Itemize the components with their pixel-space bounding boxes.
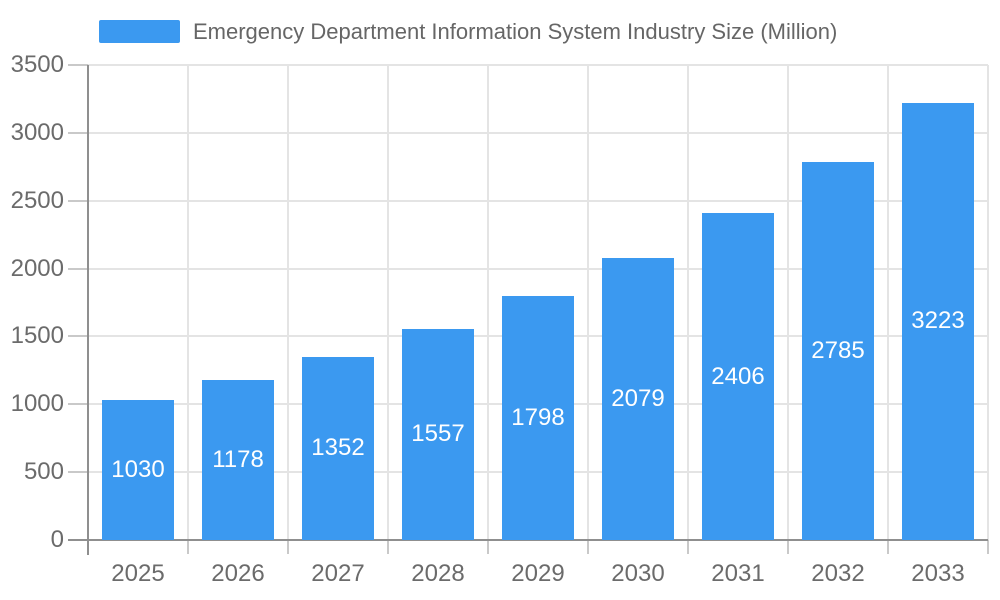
bar — [702, 213, 774, 540]
y-tick-label: 1500 — [10, 322, 64, 350]
y-tick — [68, 403, 88, 406]
x-tick-label: 2032 — [811, 560, 865, 587]
legend: Emergency Department Information System … — [99, 20, 837, 43]
x-tick — [187, 540, 189, 554]
legend-swatch — [99, 20, 180, 43]
gridline-v — [987, 65, 989, 540]
y-tick-label: 2500 — [10, 186, 64, 214]
bar-value-label: 1352 — [311, 434, 365, 462]
y-tick-label: 1000 — [10, 390, 64, 418]
bar — [202, 380, 274, 540]
gridline-v — [187, 65, 189, 540]
gridline-v — [387, 65, 389, 540]
x-tick-label: 2031 — [711, 560, 765, 587]
x-tick — [287, 540, 289, 554]
x-tick — [387, 540, 389, 554]
bar — [802, 162, 874, 540]
gridline-h — [88, 199, 988, 202]
gridline-v — [587, 65, 589, 540]
bar — [602, 257, 674, 540]
x-tick-label: 2029 — [511, 560, 565, 587]
x-tick-label: 2027 — [311, 560, 365, 587]
gridline-v — [287, 65, 289, 540]
x-axis-line — [68, 539, 988, 541]
x-tick-label: 2028 — [411, 560, 465, 587]
gridline-v — [787, 65, 789, 540]
gridline-h — [88, 131, 988, 134]
x-tick-label: 2026 — [211, 560, 265, 587]
bar-value-label: 1557 — [411, 420, 465, 448]
gridline-v — [687, 65, 689, 540]
x-tick — [487, 540, 489, 554]
x-tick — [587, 540, 589, 554]
bar-value-label: 2785 — [811, 337, 865, 365]
y-tick-label: 2000 — [10, 254, 64, 282]
y-tick-label: 3500 — [10, 51, 64, 78]
y-tick-label: 3000 — [10, 118, 64, 146]
legend-label: Emergency Department Information System … — [193, 19, 838, 44]
bar-value-label: 1798 — [511, 403, 565, 431]
x-tick-label: 2030 — [611, 560, 665, 587]
bar-value-label: 1030 — [111, 456, 165, 484]
gridline-h — [88, 267, 988, 270]
bar-value-label: 3223 — [911, 307, 965, 335]
y-tick-label: 500 — [23, 458, 64, 486]
y-tick — [68, 471, 88, 474]
bar — [502, 295, 574, 540]
y-tick — [68, 199, 88, 202]
bar — [102, 400, 174, 540]
y-tick — [68, 131, 88, 134]
x-tick — [787, 540, 789, 554]
bar — [402, 328, 474, 540]
y-tick — [68, 64, 88, 66]
bar-value-label: 2406 — [711, 362, 765, 390]
x-tick-label: 2025 — [111, 560, 165, 587]
y-tick-label: 0 — [50, 526, 64, 553]
bar — [902, 102, 974, 540]
gridline-h — [88, 64, 988, 66]
gridline-v — [487, 65, 489, 540]
y-axis-line — [87, 65, 89, 555]
bar-value-label: 2079 — [611, 384, 665, 412]
x-tick — [887, 540, 889, 554]
bar — [302, 356, 374, 540]
x-tick-label: 2033 — [911, 560, 965, 587]
x-tick — [987, 540, 989, 554]
y-tick — [68, 267, 88, 270]
x-tick — [687, 540, 689, 554]
bar-value-label: 1178 — [212, 446, 264, 474]
gridline-v — [887, 65, 889, 540]
y-tick — [68, 335, 88, 338]
